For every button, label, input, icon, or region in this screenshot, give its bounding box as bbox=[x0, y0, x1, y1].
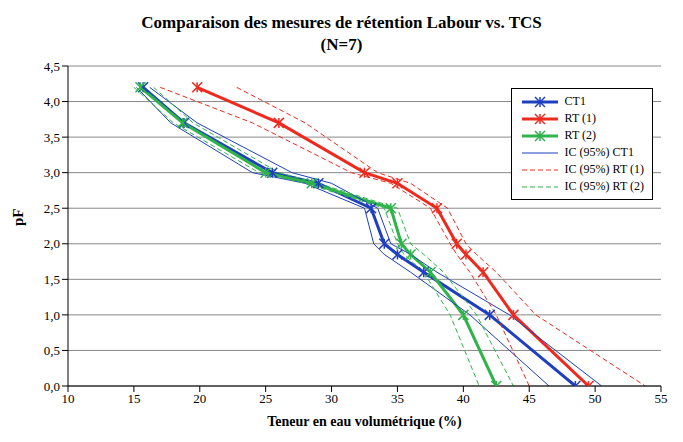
svg-text:35: 35 bbox=[391, 391, 404, 406]
html-text:IC (95%) RT (2): IC (95%) RT (2) bbox=[564, 179, 644, 193]
svg-text:30: 30 bbox=[325, 391, 338, 406]
svg-text:3,5: 3,5 bbox=[44, 130, 60, 145]
svg-text:0,0: 0,0 bbox=[44, 379, 60, 394]
html-text:Comparaison des mesures de rét: Comparaison des mesures de rétention Lab… bbox=[141, 13, 542, 32]
html-text:CT1: CT1 bbox=[564, 94, 586, 108]
svg-text:2,5: 2,5 bbox=[44, 201, 60, 216]
html-text:(N=7): (N=7) bbox=[320, 35, 363, 54]
html-text:IC (95%) CT1: IC (95%) CT1 bbox=[564, 145, 634, 159]
svg-text:4,0: 4,0 bbox=[44, 94, 60, 109]
svg-text:4,5: 4,5 bbox=[44, 59, 60, 74]
svg-text:3,0: 3,0 bbox=[44, 165, 60, 180]
svg-text:2,0: 2,0 bbox=[44, 236, 60, 251]
svg-text:pF: pF bbox=[10, 208, 26, 226]
svg-text:0,5: 0,5 bbox=[44, 343, 60, 358]
svg-text:40: 40 bbox=[457, 391, 470, 406]
svg-text:Teneur en eau volumétrique (%): Teneur en eau volumétrique (%) bbox=[267, 414, 462, 430]
html-text:IC (95%) RT (1): IC (95%) RT (1) bbox=[564, 162, 644, 176]
svg-text:15: 15 bbox=[127, 391, 140, 406]
svg-text:1,5: 1,5 bbox=[44, 272, 60, 287]
svg-text:55: 55 bbox=[655, 391, 668, 406]
svg-text:25: 25 bbox=[259, 391, 272, 406]
html-text:RT (2): RT (2) bbox=[564, 128, 596, 142]
html-text:RT (1): RT (1) bbox=[564, 111, 596, 125]
svg-text:10: 10 bbox=[62, 391, 75, 406]
svg-text:1,0: 1,0 bbox=[44, 308, 60, 323]
svg-text:45: 45 bbox=[523, 391, 536, 406]
svg-text:50: 50 bbox=[589, 391, 602, 406]
svg-text:20: 20 bbox=[193, 391, 206, 406]
